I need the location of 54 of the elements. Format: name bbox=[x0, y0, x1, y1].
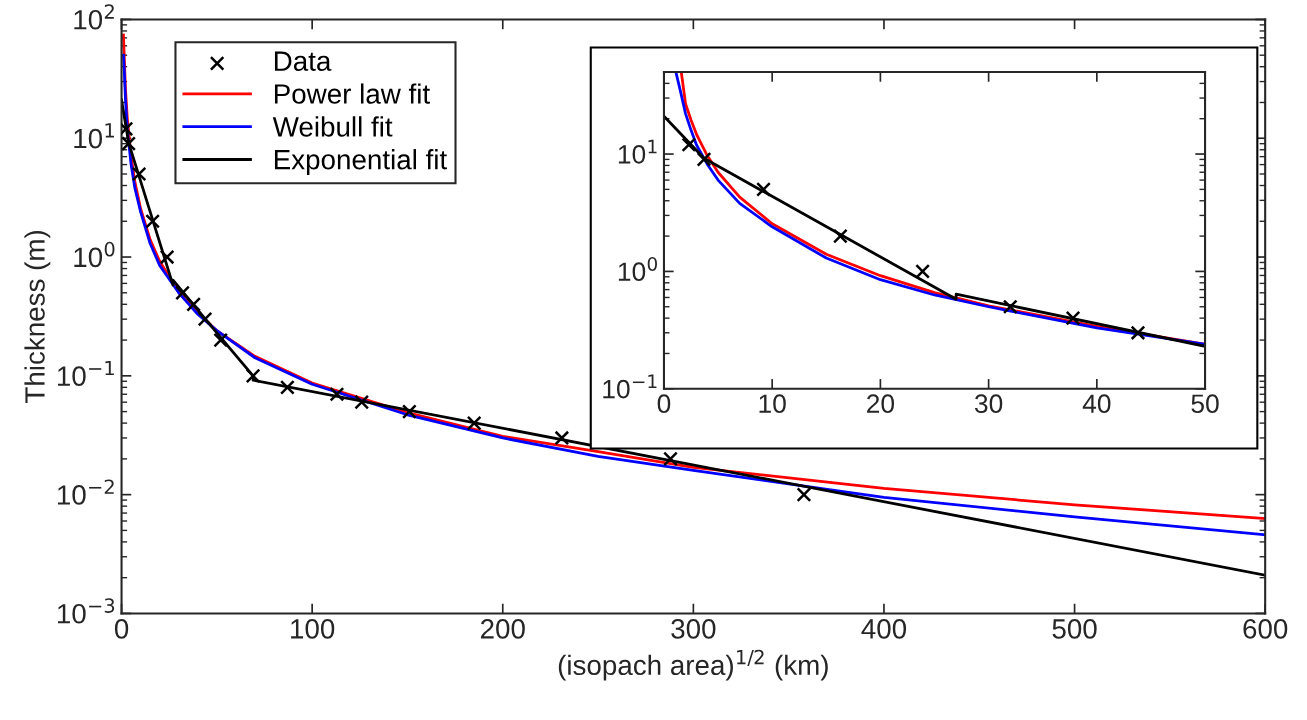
legend-label: Weibull fit bbox=[272, 116, 393, 137]
point bbox=[329, 386, 345, 402]
point bbox=[915, 263, 931, 279]
point bbox=[401, 404, 417, 420]
y-tick-label: 10$^{0}$ bbox=[74, 241, 115, 268]
legend-label: Power law fit bbox=[274, 83, 430, 104]
point bbox=[1065, 310, 1081, 326]
x-tick-label: 40 bbox=[1082, 394, 1111, 414]
point bbox=[832, 228, 848, 244]
y-axis-title: Thickness (m) bbox=[24, 230, 51, 404]
point bbox=[213, 332, 229, 348]
point bbox=[466, 415, 482, 431]
point bbox=[1002, 299, 1018, 315]
line-series bbox=[663, 114, 1206, 348]
y-tick-label: 10$^{−1}$ bbox=[57, 360, 114, 386]
point bbox=[121, 136, 137, 152]
point bbox=[197, 311, 213, 327]
point bbox=[279, 379, 295, 395]
point bbox=[175, 285, 191, 301]
x-tick-label: 100 bbox=[291, 619, 335, 639]
x-tick-label: 500 bbox=[1052, 619, 1097, 639]
x-tick-label: 10 bbox=[759, 394, 786, 414]
point bbox=[663, 451, 678, 467]
x-tick-label: 300 bbox=[671, 619, 716, 639]
x-tick-label: 400 bbox=[861, 619, 907, 639]
point bbox=[145, 213, 161, 229]
x-tick-label: 600 bbox=[1243, 619, 1288, 639]
y-tick-label: 10$^{−3}$ bbox=[57, 598, 115, 624]
point bbox=[796, 487, 812, 503]
point bbox=[245, 368, 261, 384]
point bbox=[554, 430, 570, 446]
point bbox=[756, 181, 771, 197]
point bbox=[159, 249, 175, 265]
y-tick-label: 10$^{−2}$ bbox=[57, 479, 114, 505]
x-axis-title: (isopach area)$^{1/2}$ (km) bbox=[558, 649, 828, 681]
y-tick-label: 10$^{2}$ bbox=[74, 4, 114, 30]
x-tick-label: 50 bbox=[1191, 394, 1219, 414]
y-tick-label: 10$^{1}$ bbox=[618, 139, 657, 164]
legend-label: Exponential fit bbox=[274, 149, 447, 175]
point bbox=[681, 137, 697, 153]
y-tick-label: 10$^{−1}$ bbox=[603, 374, 657, 399]
y-tick-label: 10$^{0}$ bbox=[618, 256, 657, 282]
x-tick-label: 30 bbox=[974, 394, 1003, 414]
y-tick-label: 10$^{1}$ bbox=[74, 123, 114, 149]
x-tick-label: 20 bbox=[867, 394, 895, 414]
x-tick-label: 0 bbox=[114, 619, 129, 639]
x-tick-label: 200 bbox=[480, 619, 525, 639]
point bbox=[186, 296, 202, 312]
x-tick-label: 0 bbox=[657, 394, 671, 414]
legend-label: Data bbox=[274, 51, 332, 71]
point bbox=[131, 166, 147, 182]
point bbox=[696, 151, 712, 167]
point bbox=[354, 394, 370, 410]
point bbox=[1130, 325, 1146, 341]
